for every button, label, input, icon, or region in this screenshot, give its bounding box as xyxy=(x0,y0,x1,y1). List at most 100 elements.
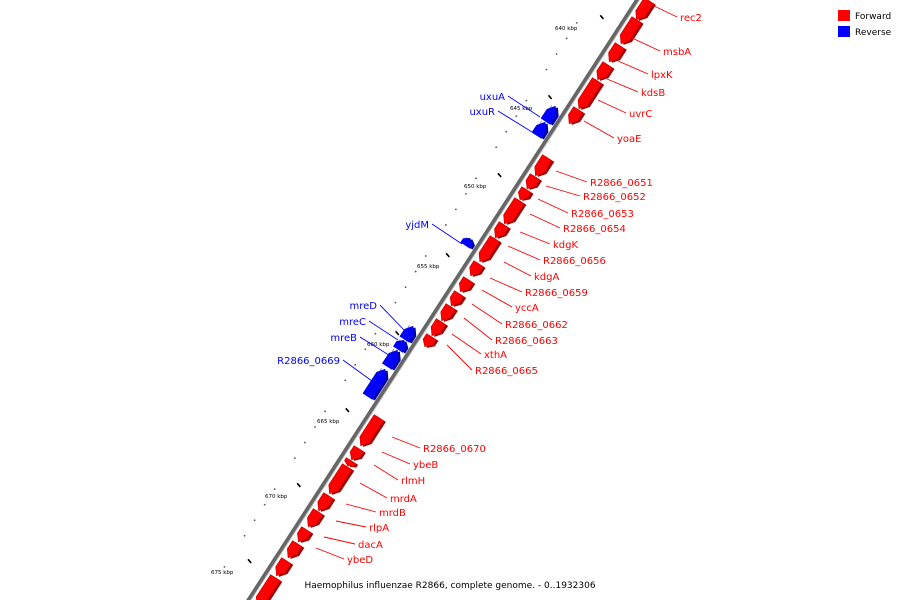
gene-label-yjdm: yjdM xyxy=(405,220,463,245)
svg-text:xthA: xthA xyxy=(484,350,507,361)
major-tick xyxy=(547,94,553,100)
minor-tick xyxy=(424,255,427,257)
gene-forward-13 xyxy=(458,276,476,293)
gene-forward-12 xyxy=(469,260,486,277)
svg-text:R2866_0651: R2866_0651 xyxy=(590,178,653,189)
svg-text:R2866_0653: R2866_0653 xyxy=(571,209,634,220)
gene-reverse-5 xyxy=(381,349,401,371)
gene-reverse-4 xyxy=(393,339,409,354)
gene-label-kdsb: kdsB xyxy=(606,78,665,99)
minor-tick xyxy=(243,534,246,537)
gene-forward-7 xyxy=(525,173,542,190)
minor-tick xyxy=(565,37,568,40)
svg-text:msbA: msbA xyxy=(663,47,691,58)
gene-label-r2866-0656: R2866_0656 xyxy=(507,245,606,267)
gene-forward-21 xyxy=(328,463,355,495)
svg-text:uxuR: uxuR xyxy=(469,107,495,118)
tick-label: 660 kbp xyxy=(367,342,390,348)
gene-label-rlmh: rlmH xyxy=(373,464,425,487)
svg-text:yjdM: yjdM xyxy=(405,220,429,231)
minor-tick xyxy=(515,115,518,118)
minor-tick xyxy=(505,130,508,133)
svg-text:rec2: rec2 xyxy=(680,13,702,24)
svg-text:uxuA: uxuA xyxy=(480,92,506,103)
genome-backbone xyxy=(246,0,640,600)
svg-text:kdgK: kdgK xyxy=(553,240,578,251)
gene-forward-19 xyxy=(349,445,366,461)
minor-tick xyxy=(223,565,226,568)
svg-text:kdgA: kdgA xyxy=(534,272,559,283)
minor-tick xyxy=(414,270,417,273)
gene-forward-16 xyxy=(430,318,449,337)
svg-text:yccA: yccA xyxy=(515,303,539,314)
tick-label: 640 kbp xyxy=(555,26,578,32)
svg-text:R2866_0662: R2866_0662 xyxy=(505,320,568,331)
minor-tick xyxy=(253,519,256,522)
gene-label-r2866-0653: R2866_0653 xyxy=(537,198,634,220)
gene-label-mrec: mreC xyxy=(339,317,399,341)
gene-forward-14 xyxy=(449,290,467,307)
legend-reverse-swatch xyxy=(838,26,850,37)
gene-reverse-1 xyxy=(531,121,549,140)
minor-tick xyxy=(555,53,558,55)
genome-caption: Haemophilus influenzae R2866, complete g… xyxy=(304,581,595,591)
svg-text:R2866_0652: R2866_0652 xyxy=(583,192,646,203)
gene-label-r2866-0651: R2866_0651 xyxy=(555,170,653,189)
major-tick xyxy=(497,172,502,178)
legend: Forward Reverse xyxy=(838,10,892,38)
svg-text:mrdB: mrdB xyxy=(379,508,406,519)
gene-forward-10 xyxy=(494,221,511,239)
gene-label-mred: mreD xyxy=(350,301,406,332)
gene-forward-8 xyxy=(517,186,534,201)
gene-label-lpxk: lpxK xyxy=(617,60,673,81)
gene-label-r2866-0652: R2866_0652 xyxy=(545,185,646,203)
gene-label-mrda: mrdA xyxy=(359,482,417,505)
gene-label-r2866-0654: R2866_0654 xyxy=(529,213,626,235)
gene-label-r2866-0670: R2866_0670 xyxy=(391,436,486,455)
gene-label-rlpa: rlpA xyxy=(335,520,389,534)
tick-label: 655 kbp xyxy=(417,264,440,270)
minor-tick xyxy=(273,488,276,491)
tick-label: 670 kbp xyxy=(265,494,288,500)
svg-text:rlmH: rlmH xyxy=(401,476,425,487)
gene-label-mrdb: mrdB xyxy=(345,503,406,519)
minor-tick xyxy=(454,208,457,211)
gene-reverse-3 xyxy=(399,325,417,344)
major-tick xyxy=(247,558,252,564)
gene-forward-27 xyxy=(255,574,283,600)
gene-forward-20 xyxy=(344,457,359,468)
svg-text:R2866_0663: R2866_0663 xyxy=(495,336,558,347)
minor-tick xyxy=(404,286,407,289)
svg-text:yoaE: yoaE xyxy=(617,134,641,145)
gene-label-uxua: uxuA xyxy=(480,92,541,118)
gene-forward-0 xyxy=(635,0,656,21)
svg-text:R2866_0665: R2866_0665 xyxy=(475,366,538,377)
minor-tick xyxy=(293,457,296,459)
tick-label: 665 kbp xyxy=(317,419,340,425)
minor-tick xyxy=(475,177,477,180)
svg-text:R2866_0659: R2866_0659 xyxy=(525,288,588,299)
minor-tick xyxy=(263,503,266,506)
gene-label-xtha: xthA xyxy=(451,333,507,361)
gene-forward-22 xyxy=(317,492,336,512)
minor-tick xyxy=(324,410,326,413)
major-tick xyxy=(296,482,301,488)
svg-text:mreD: mreD xyxy=(350,301,378,312)
gene-forward-26 xyxy=(275,557,294,577)
gene-label-rec2: rec2 xyxy=(649,3,702,24)
svg-text:dacA: dacA xyxy=(358,540,383,551)
gene-label-kdgk: kdgK xyxy=(519,231,578,251)
gene-forward-24 xyxy=(297,526,314,543)
svg-text:rlpA: rlpA xyxy=(369,523,389,534)
legend-forward-swatch xyxy=(838,10,850,21)
gene-label-r2866-0663: R2866_0663 xyxy=(463,317,558,347)
svg-text:uvrC: uvrC xyxy=(629,109,652,120)
svg-text:mreB: mreB xyxy=(330,333,357,344)
gene-label-ybeb: ybeB xyxy=(381,451,438,471)
svg-text:R2866_0656: R2866_0656 xyxy=(543,256,606,267)
gene-label-ycca: yccA xyxy=(481,289,539,314)
major-tick xyxy=(445,252,450,258)
minor-tick xyxy=(394,301,397,304)
major-tick xyxy=(345,407,350,413)
